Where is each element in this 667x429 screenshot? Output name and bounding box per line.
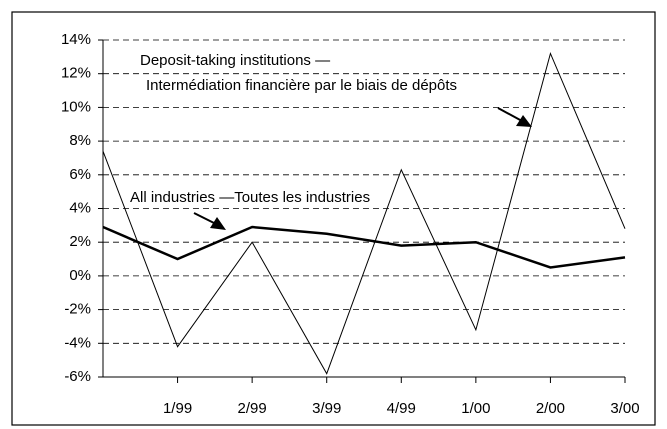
arrow <box>193 212 226 230</box>
x-tick-label: 3/99 <box>312 400 341 417</box>
y-tick-label: 2% <box>69 233 91 250</box>
x-tick-label: 1/00 <box>461 400 490 417</box>
y-tick-label: 12% <box>61 65 91 82</box>
y-tick-label: -4% <box>64 334 91 351</box>
y-tick-label: 4% <box>69 199 91 216</box>
y-tick-label: 6% <box>69 166 91 183</box>
y-tick-label: -2% <box>64 301 91 318</box>
y-tick-label: 14% <box>61 31 91 48</box>
x-tick-label: 2/99 <box>238 400 267 417</box>
arrow <box>497 107 532 127</box>
annotation: Intermédiation financière par le biais d… <box>146 77 457 94</box>
x-tick-label: 3/00 <box>610 400 639 417</box>
y-tick-label: 8% <box>69 132 91 149</box>
x-tick-label: 4/99 <box>387 400 416 417</box>
y-tick-label: -6% <box>64 368 91 385</box>
annotation: Deposit-taking institutions — <box>140 52 330 69</box>
line-series <box>102 51 626 375</box>
x-tick-label: 2/00 <box>536 400 565 417</box>
annotation: All industries —Toutes les industries <box>130 189 370 206</box>
x-tick-label: 1/99 <box>163 400 192 417</box>
line-series <box>102 225 626 269</box>
y-tick-label: 10% <box>61 98 91 115</box>
y-tick-label: 0% <box>69 267 91 284</box>
